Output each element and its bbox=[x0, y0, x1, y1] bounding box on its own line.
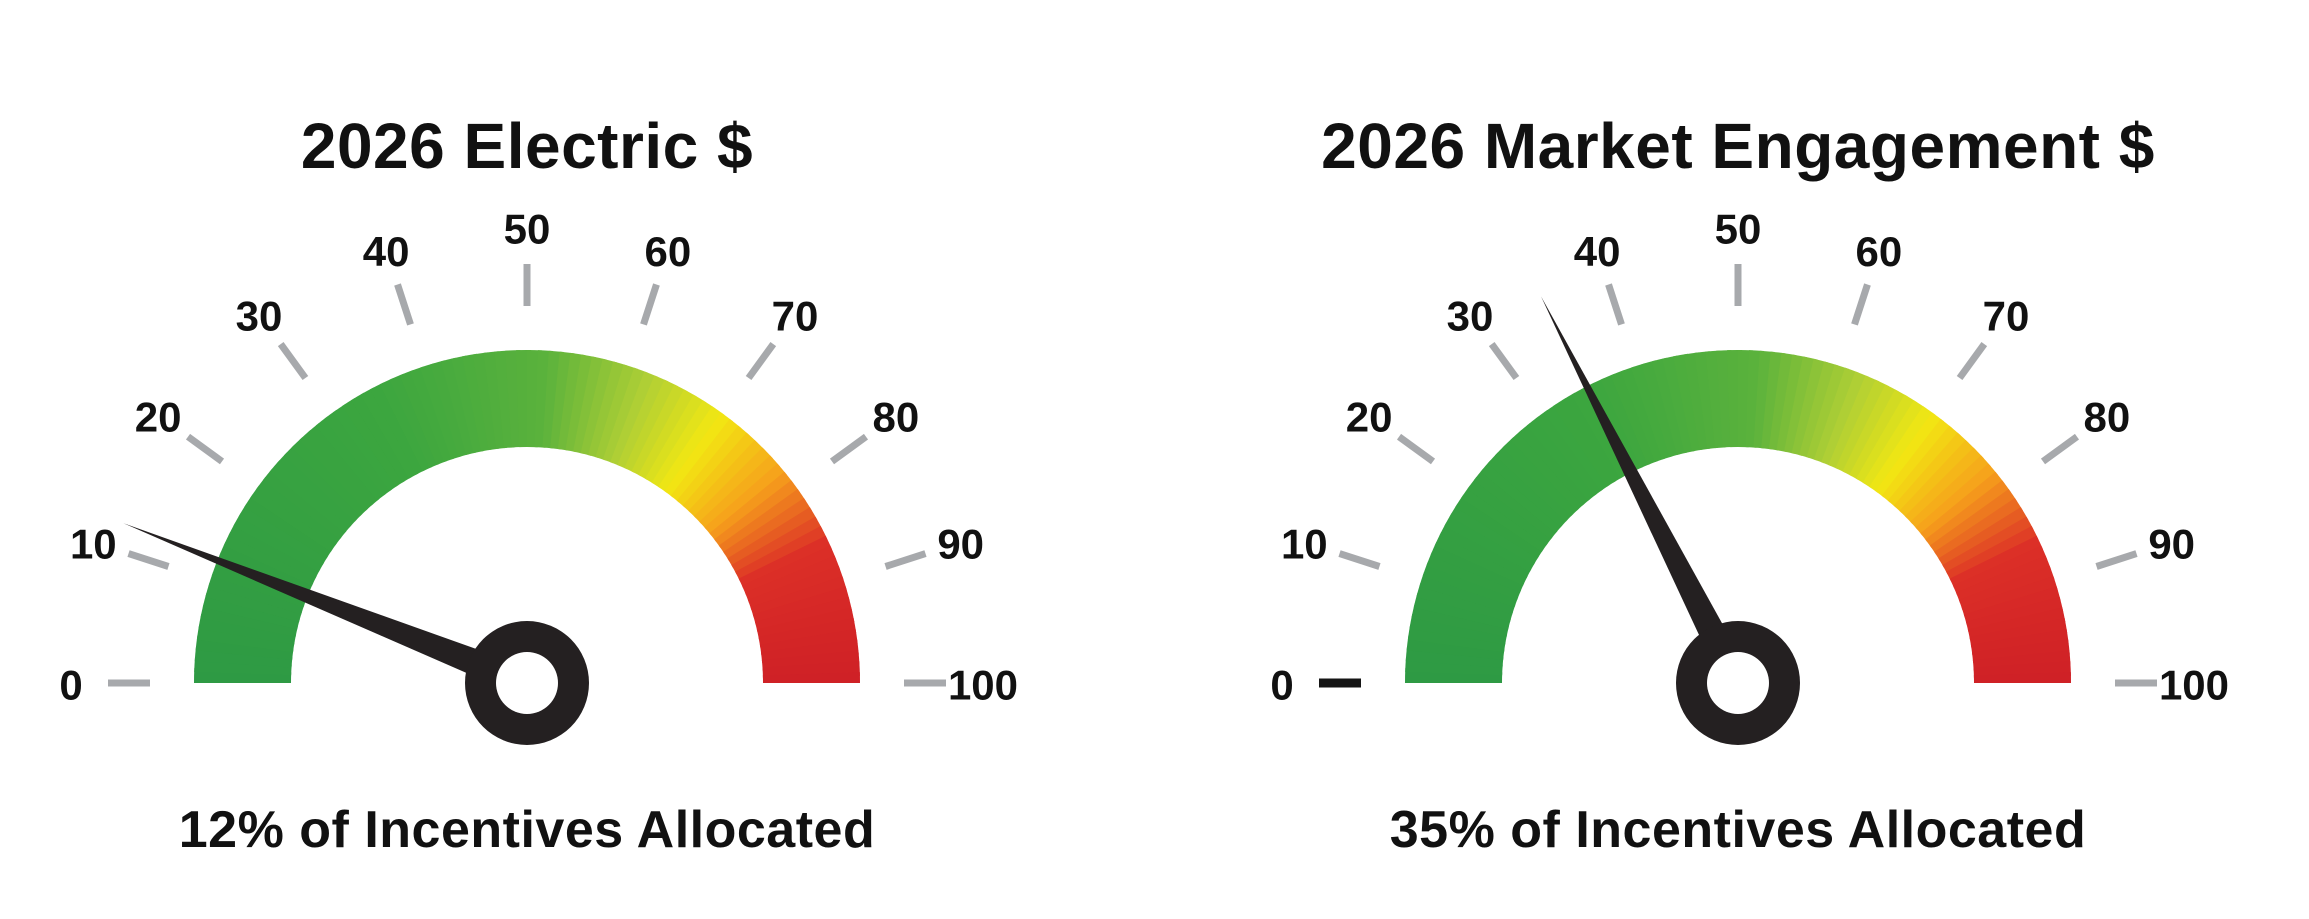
tick-mark-90 bbox=[884, 550, 927, 570]
tick-label-70: 70 bbox=[772, 293, 819, 340]
tick-mark-80 bbox=[2040, 433, 2080, 465]
tick-mark-80 bbox=[829, 433, 869, 465]
gauge-title-market-engagement: 2026 Market Engagement $ bbox=[1321, 110, 2155, 183]
tick-mark-10 bbox=[127, 550, 170, 570]
tick-labels: 0 10 20 30 40 50 60 70 80 90 100 bbox=[59, 206, 1018, 709]
tick-label-0: 0 bbox=[1270, 662, 1293, 709]
gauge-title-electric: 2026 Electric $ bbox=[300, 110, 754, 183]
tick-label-40: 40 bbox=[363, 228, 410, 275]
tick-label-50: 50 bbox=[1715, 206, 1762, 253]
tick-label-10: 10 bbox=[70, 521, 117, 568]
tick-mark-20 bbox=[185, 433, 225, 465]
tick-label-70: 70 bbox=[1983, 293, 2030, 340]
gauge-dial-electric: 0 10 20 30 40 50 60 70 80 90 100 bbox=[59, 206, 1018, 745]
tick-label-80: 80 bbox=[873, 393, 920, 440]
tick-label-100: 100 bbox=[2159, 662, 2229, 709]
tick-labels: 0 10 20 30 40 50 60 70 80 90 100 bbox=[1270, 206, 2229, 709]
tick-label-100: 100 bbox=[948, 662, 1018, 709]
tick-mark-40 bbox=[394, 283, 414, 326]
tick-label-30: 30 bbox=[1447, 293, 1494, 340]
needle-hub-hole bbox=[1707, 652, 1769, 714]
tick-label-50: 50 bbox=[504, 206, 551, 253]
needle bbox=[1540, 296, 1800, 745]
tick-mark-30 bbox=[277, 341, 309, 381]
tick-mark-20 bbox=[1396, 433, 1436, 465]
tick-marks bbox=[108, 264, 946, 687]
gauge-arc bbox=[1405, 349, 2071, 683]
tick-label-80: 80 bbox=[2084, 393, 2131, 440]
tick-mark-70 bbox=[745, 341, 777, 381]
tick-mark-10 bbox=[1338, 550, 1381, 570]
tick-label-20: 20 bbox=[1346, 393, 1393, 440]
gauge-card-market-engagement: 0 10 20 30 40 50 60 70 80 90 100 2026 Market Engag… bbox=[1211, 0, 2265, 919]
tick-label-90: 90 bbox=[2148, 521, 2195, 568]
needle-pointer bbox=[1540, 296, 1752, 690]
gauge-dial-market-engagement: 0 10 20 30 40 50 60 70 80 90 100 bbox=[1270, 206, 2229, 745]
tick-mark-30 bbox=[1488, 341, 1520, 381]
gauge-caption-market-engagement: 35% of Incentives Allocated bbox=[1389, 801, 2087, 859]
tick-mark-60 bbox=[1851, 283, 1871, 326]
tick-label-30: 30 bbox=[236, 293, 283, 340]
needle bbox=[123, 523, 589, 745]
tick-marks bbox=[1319, 264, 2157, 688]
tick-mark-90 bbox=[2095, 550, 2138, 570]
tick-label-20: 20 bbox=[135, 393, 182, 440]
tick-label-40: 40 bbox=[1574, 228, 1621, 275]
gauge-card-electric: 0 10 20 30 40 50 60 70 80 90 100 2026 Electric $ 1… bbox=[0, 0, 1054, 919]
needle-pointer bbox=[123, 523, 533, 697]
gauge-caption-electric: 12% of Incentives Allocated bbox=[178, 801, 876, 859]
tick-label-60: 60 bbox=[645, 228, 692, 275]
tick-mark-70 bbox=[1956, 341, 1988, 381]
needle-hub-hole bbox=[496, 652, 558, 714]
tick-mark-40 bbox=[1605, 283, 1625, 326]
tick-mark-60 bbox=[640, 283, 660, 326]
tick-label-90: 90 bbox=[937, 521, 984, 568]
tick-label-60: 60 bbox=[1856, 228, 1903, 275]
tick-label-0: 0 bbox=[59, 662, 82, 709]
tick-label-10: 10 bbox=[1281, 521, 1328, 568]
